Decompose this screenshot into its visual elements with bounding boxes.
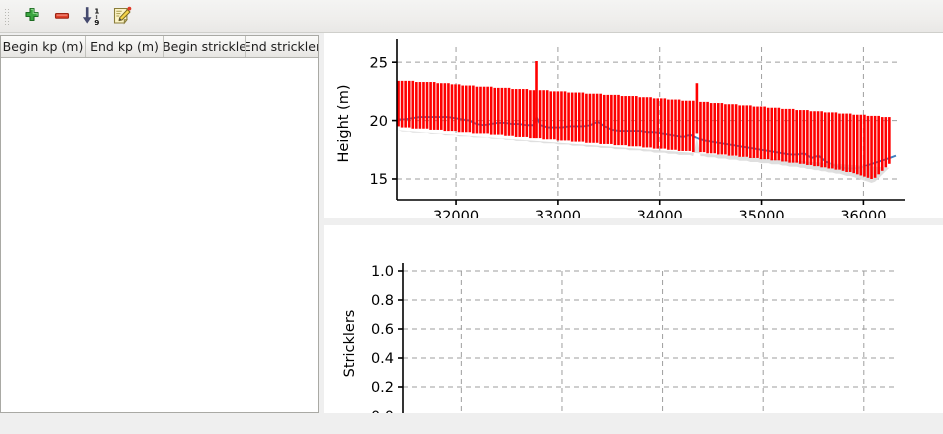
- add-row-button[interactable]: [18, 4, 46, 32]
- sort-numeric-down-icon: 1 9: [81, 6, 103, 30]
- stricklers-chart[interactable]: 0.00.20.40.60.81.03200033000340003500036…: [324, 225, 943, 434]
- edit-button[interactable]: [108, 4, 136, 32]
- table-header-row: Begin kp (m) End kp (m) Begin strickle E…: [1, 36, 318, 58]
- column-header-begin-kp[interactable]: Begin kp (m): [1, 36, 86, 57]
- svg-text:35000: 35000: [738, 209, 784, 218]
- plus-icon: [23, 7, 41, 29]
- svg-text:20: 20: [370, 114, 388, 130]
- svg-text:34000: 34000: [637, 209, 683, 218]
- remove-row-button[interactable]: [48, 4, 76, 32]
- svg-text:0.2: 0.2: [371, 380, 394, 396]
- svg-text:0.4: 0.4: [371, 351, 394, 367]
- svg-text:33000: 33000: [535, 209, 581, 218]
- toolbar: 1 9: [0, 0, 943, 33]
- plot-area: 15 20 25 32000 33000 34000 35000 36000 Height (m…: [324, 33, 943, 434]
- reach-table[interactable]: Begin kp (m) End kp (m) Begin strickle E…: [0, 35, 319, 413]
- svg-text:1.0: 1.0: [371, 264, 394, 280]
- column-header-end-kp[interactable]: End kp (m): [86, 36, 164, 57]
- svg-text:15: 15: [370, 172, 388, 188]
- sort-ascending-button[interactable]: 1 9: [78, 4, 106, 32]
- height-chart[interactable]: 15 20 25 32000 33000 34000 35000 36000 Height (m…: [324, 33, 943, 218]
- svg-text:25: 25: [370, 55, 388, 71]
- table-body-empty[interactable]: [1, 58, 318, 412]
- svg-text:Height (m): Height (m): [336, 85, 352, 163]
- minus-icon: [53, 7, 71, 29]
- edit-note-icon: [112, 6, 132, 30]
- svg-text:0.6: 0.6: [371, 322, 394, 338]
- status-strip: [0, 413, 943, 434]
- svg-text:9: 9: [94, 18, 99, 26]
- svg-text:32000: 32000: [433, 209, 479, 218]
- svg-text:1: 1: [94, 7, 99, 16]
- svg-text:Stricklers: Stricklers: [342, 310, 358, 378]
- column-header-end-strickler[interactable]: End strickler: [246, 39, 318, 54]
- column-header-begin-strickler[interactable]: Begin strickle: [164, 36, 246, 57]
- svg-text:0.8: 0.8: [371, 293, 394, 309]
- svg-text:36000: 36000: [840, 209, 886, 218]
- chart-separator: [324, 218, 943, 225]
- panel-divider[interactable]: [319, 35, 324, 413]
- toolbar-drag-handle[interactable]: [5, 8, 10, 26]
